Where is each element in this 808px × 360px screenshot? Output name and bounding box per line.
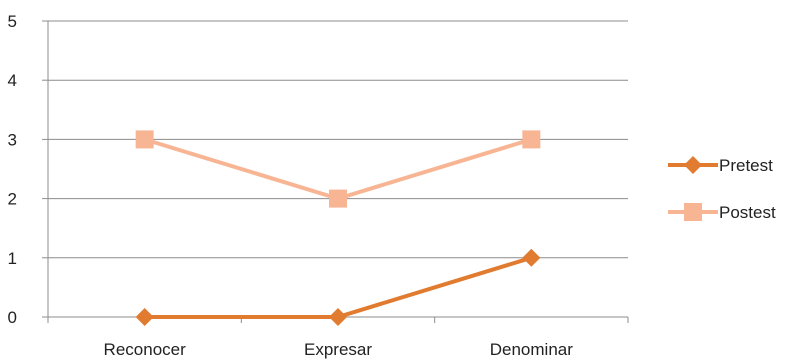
series-pretest xyxy=(135,248,541,326)
legend-marker-pretest xyxy=(684,156,702,174)
point-postest-denominar xyxy=(522,130,541,149)
series xyxy=(135,130,541,326)
point-pretest-expresar xyxy=(329,308,347,326)
legend-marker-postest xyxy=(684,203,702,221)
y-tick-label-0: 0 xyxy=(8,308,17,327)
axes xyxy=(42,20,629,323)
series-postest xyxy=(135,130,541,208)
y-tick-label-3: 3 xyxy=(8,130,17,149)
x-category-label-expresar: Expresar xyxy=(304,340,372,359)
y-tick-label-5: 5 xyxy=(8,12,17,31)
point-postest-expresar xyxy=(329,189,347,208)
point-pretest-denominar xyxy=(522,248,541,267)
legend-label-postest: Postest xyxy=(719,203,776,222)
y-tick-label-4: 4 xyxy=(8,71,17,90)
y-tick-label-1: 1 xyxy=(8,249,17,268)
point-pretest-reconocer xyxy=(135,308,154,326)
y-tick-labels: 0 1 2 3 4 5 xyxy=(8,12,17,327)
x-category-labels: Reconocer Expresar Denominar xyxy=(104,340,574,359)
legend-item-postest: Postest xyxy=(668,203,776,222)
x-category-label-denominar: Denominar xyxy=(490,340,573,359)
point-postest-reconocer xyxy=(135,130,154,149)
legend-label-pretest: Pretest xyxy=(719,156,773,175)
legend: Pretest Postest xyxy=(668,156,776,222)
y-tick-label-2: 2 xyxy=(8,190,17,209)
legend-item-pretest: Pretest xyxy=(668,156,773,175)
gridlines xyxy=(48,20,628,259)
x-category-label-reconocer: Reconocer xyxy=(104,340,187,359)
